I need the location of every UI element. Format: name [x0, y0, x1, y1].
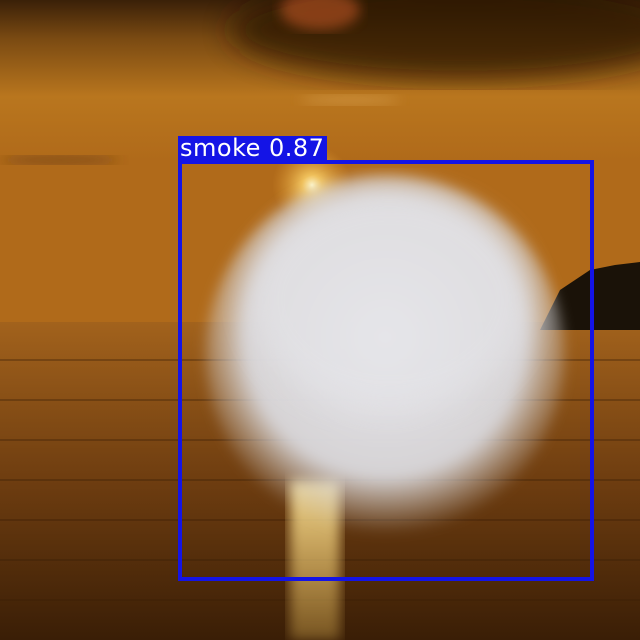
detection-label: smoke 0.87	[178, 136, 328, 161]
detection-bounding-box	[178, 160, 594, 581]
